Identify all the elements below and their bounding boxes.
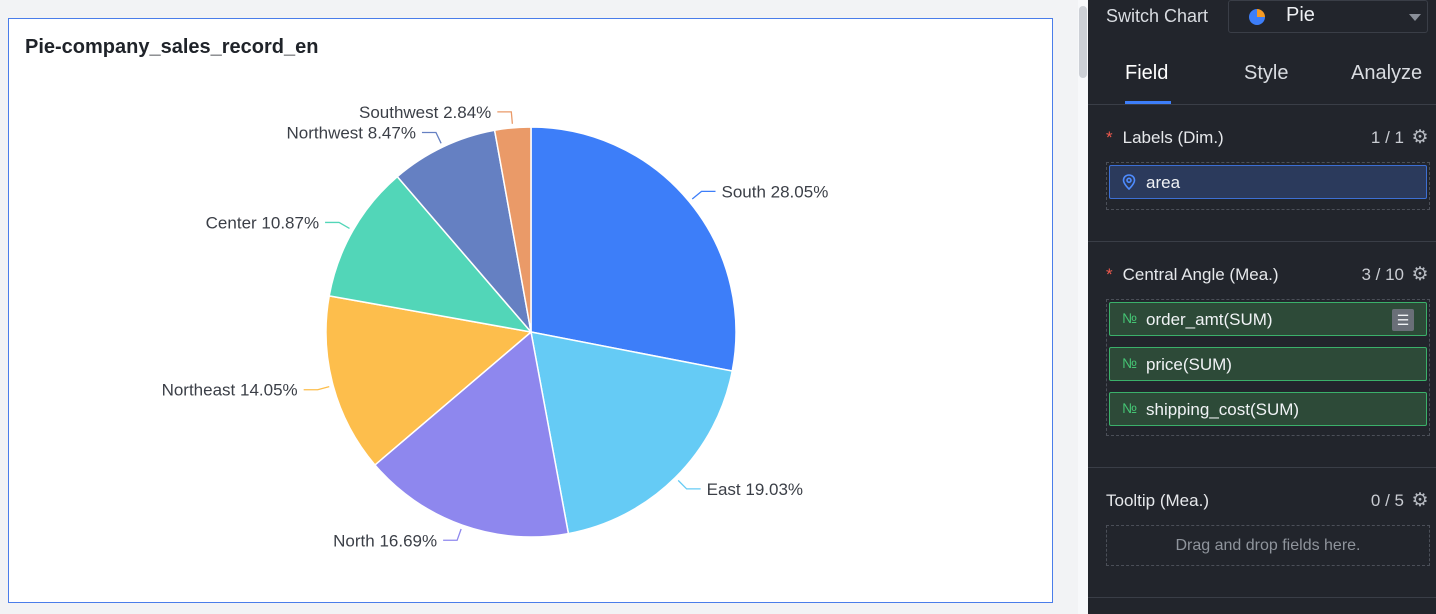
- tab-analyze[interactable]: Analyze: [1351, 62, 1423, 84]
- labels-section: * Labels (Dim.) 1 / 1 ⚙ area: [1088, 128, 1436, 242]
- field-name: price(SUM): [1146, 355, 1232, 374]
- tooltip-section: Tooltip (Mea.) 0 / 5 ⚙: [1088, 491, 1436, 598]
- leader-line-northeast: [303, 385, 330, 391]
- labels-section-title: * Labels (Dim.): [1106, 128, 1224, 148]
- tab-style[interactable]: Style: [1244, 62, 1289, 84]
- field-pill-price[interactable]: № price(SUM): [1109, 347, 1427, 381]
- pie-slice-north[interactable]: [373, 330, 570, 538]
- slice-label-north: North 16.69%: [333, 531, 437, 550]
- labels-section-label: Labels (Dim.): [1122, 128, 1224, 147]
- pie-slice-northwest[interactable]: [396, 129, 533, 335]
- number-field-icon: №: [1122, 310, 1138, 326]
- slice-label-southwest: Southwest 2.84%: [359, 103, 491, 122]
- field-pill-order-amt[interactable]: № order_amt(SUM) ☰: [1109, 302, 1427, 336]
- scrollbar-thumb[interactable]: [1079, 6, 1087, 78]
- slice-label-northeast: Northeast 14.05%: [162, 381, 298, 400]
- labels-field-count: 1 / 1: [1370, 128, 1404, 147]
- location-icon: [1122, 174, 1136, 190]
- pie-slice-east[interactable]: [530, 331, 734, 535]
- active-tab-indicator: [1125, 101, 1171, 104]
- chart-type-value: Pie: [1286, 4, 1315, 26]
- leader-line-center: [325, 221, 350, 229]
- scrollbar-track[interactable]: [1078, 0, 1088, 614]
- field-name: order_amt(SUM): [1146, 310, 1273, 329]
- tooltip-section-title: Tooltip (Mea.): [1106, 491, 1209, 510]
- config-panel: Switch Chart Pie Field Style Analyze * La…: [1088, 0, 1436, 614]
- gear-icon[interactable]: ⚙: [1411, 264, 1429, 285]
- switch-chart-label: Switch Chart: [1106, 6, 1209, 26]
- required-marker: *: [1106, 265, 1113, 284]
- slice-label-center: Center 10.87%: [206, 213, 319, 232]
- gear-icon[interactable]: ⚙: [1411, 127, 1429, 148]
- central-angle-drop-zone[interactable]: № order_amt(SUM) ☰ № price(SUM) № shippi…: [1106, 299, 1430, 436]
- slice-label-northwest: Northwest 8.47%: [287, 123, 416, 142]
- central-angle-section-label: Central Angle (Mea.): [1122, 265, 1279, 284]
- field-name: shipping_cost(SUM): [1146, 400, 1300, 419]
- chart-title: Pie-company_sales_record_en: [25, 36, 319, 58]
- panel-tabs: Field Style Analyze: [1088, 44, 1436, 105]
- pie-slice-south[interactable]: [530, 126, 737, 372]
- pie-slice-northeast[interactable]: [325, 294, 533, 466]
- slice-label-east: East 19.03%: [707, 480, 803, 499]
- chart-type-select[interactable]: Pie: [1228, 0, 1428, 33]
- number-field-icon: №: [1122, 400, 1138, 416]
- field-pill-shipping-cost[interactable]: № shipping_cost(SUM): [1109, 392, 1427, 426]
- chart-canvas: Pie-company_sales_record_en South 28.05%…: [0, 0, 1078, 614]
- leader-line-north: [443, 528, 462, 541]
- central-angle-section: * Central Angle (Mea.) 3 / 10 ⚙ № order_a…: [1088, 265, 1436, 468]
- tab-field[interactable]: Field: [1125, 62, 1169, 84]
- tooltip-drop-zone[interactable]: Drag and drop fields here.: [1106, 525, 1430, 566]
- labels-drop-zone[interactable]: area: [1106, 162, 1430, 210]
- sort-icon[interactable]: ☰: [1392, 309, 1414, 331]
- field-name: area: [1146, 173, 1181, 192]
- chart-card[interactable]: Pie-company_sales_record_en South 28.05%…: [8, 18, 1053, 603]
- central-angle-field-count: 3 / 10: [1361, 265, 1404, 284]
- field-pill-area[interactable]: area: [1109, 165, 1427, 199]
- leader-line-southwest: [497, 111, 514, 124]
- central-angle-section-title: * Central Angle (Mea.): [1106, 265, 1279, 285]
- leader-line-south: [691, 190, 716, 200]
- pie-chart[interactable]: South 28.05% East 19.03% North 16.69% North…: [9, 19, 1052, 602]
- pie-slice-southwest[interactable]: [493, 126, 532, 333]
- number-field-icon: №: [1122, 355, 1138, 371]
- pie-slice-center[interactable]: [328, 175, 533, 334]
- tooltip-field-count: 0 / 5: [1370, 491, 1404, 510]
- leader-line-east: [677, 479, 701, 490]
- slice-label-south: South 28.05%: [722, 182, 829, 201]
- chevron-down-icon: [1409, 14, 1421, 21]
- pie-chart-icon: [1249, 9, 1265, 25]
- gear-icon[interactable]: ⚙: [1411, 490, 1429, 511]
- required-marker: *: [1106, 128, 1113, 147]
- leader-line-northwest: [421, 131, 442, 144]
